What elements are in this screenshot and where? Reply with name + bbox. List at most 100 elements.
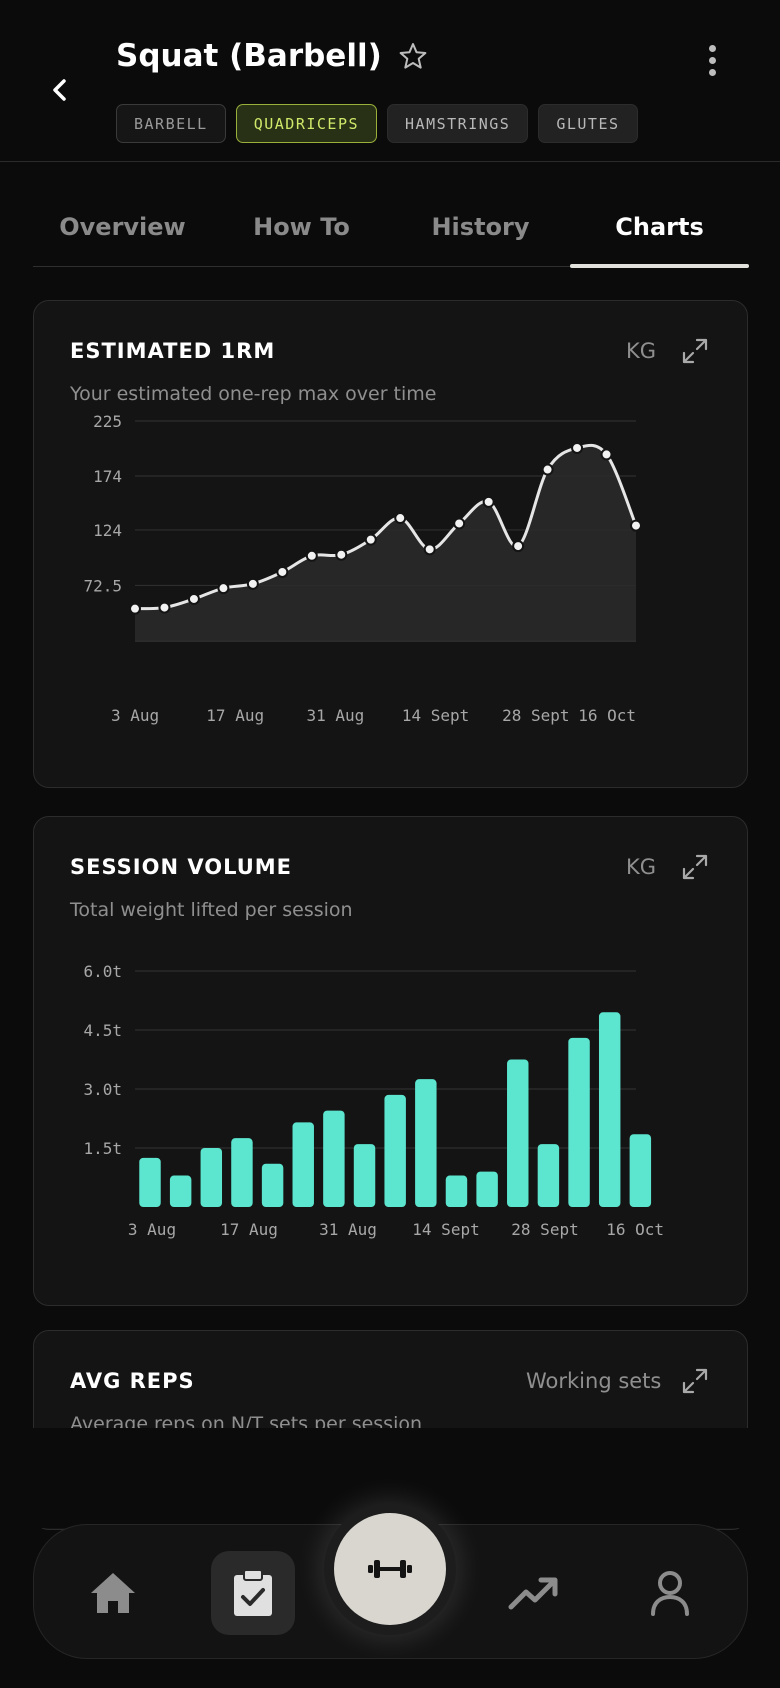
y-tick-label: 72.5 bbox=[83, 576, 122, 595]
y-tick-label: 3.0t bbox=[83, 1080, 122, 1099]
session-volume-card: SESSION VOLUME KG Total weight lifted pe… bbox=[33, 816, 748, 1306]
data-point[interactable] bbox=[394, 512, 407, 525]
x-tick-label: 3 Aug bbox=[128, 1220, 176, 1239]
x-tick-label: 16 Oct bbox=[606, 1220, 664, 1239]
volume-bar[interactable] bbox=[384, 1094, 406, 1207]
x-tick-label: 3 Aug bbox=[111, 706, 159, 725]
data-point[interactable] bbox=[158, 601, 171, 614]
x-tick-label: 17 Aug bbox=[206, 706, 264, 725]
expand-button[interactable] bbox=[680, 852, 710, 882]
y-tick-label: 174 bbox=[93, 467, 122, 486]
tab-overview[interactable]: Overview bbox=[59, 213, 186, 241]
data-point[interactable] bbox=[423, 543, 436, 556]
sets-filter[interactable]: Working sets bbox=[526, 1369, 662, 1393]
tab-bar: Overview How To History Charts bbox=[33, 195, 749, 268]
volume-bar[interactable] bbox=[169, 1175, 192, 1207]
y-tick-label: 124 bbox=[93, 521, 122, 540]
data-point[interactable] bbox=[571, 441, 584, 454]
tag-hamstrings: HAMSTRINGS bbox=[387, 104, 529, 143]
user-icon bbox=[651, 1571, 689, 1616]
volume-bar[interactable] bbox=[629, 1134, 652, 1207]
volume-bar[interactable] bbox=[507, 1059, 529, 1208]
favorite-button[interactable] bbox=[396, 39, 430, 73]
title-row: Squat (Barbell) bbox=[116, 38, 430, 74]
clipboard-check-icon bbox=[234, 1569, 272, 1616]
trending-up-icon bbox=[508, 1577, 558, 1610]
x-tick-label: 31 Aug bbox=[319, 1220, 377, 1239]
data-point[interactable] bbox=[335, 548, 348, 561]
x-tick-label: 28 Sept bbox=[502, 706, 569, 725]
data-point[interactable] bbox=[453, 517, 466, 530]
data-point[interactable] bbox=[630, 519, 642, 532]
x-tick-label: 28 Sept bbox=[511, 1220, 578, 1239]
volume-bar[interactable] bbox=[353, 1144, 376, 1207]
muscle-tags: BARBELL QUADRICEPS HAMSTRINGS GLUTES bbox=[116, 104, 638, 143]
home-icon bbox=[91, 1573, 135, 1613]
nav-workouts[interactable] bbox=[211, 1551, 295, 1635]
x-tick-label: 16 Oct bbox=[578, 706, 636, 725]
scroll-clip bbox=[0, 1428, 780, 1528]
card-title: SESSION VOLUME bbox=[70, 855, 292, 879]
estimated-1rm-chart: 225 174 124 72.5 3 Aug 17 Aug 31 Aug 14 Sept 28 … bbox=[83, 412, 642, 725]
more-vertical-icon bbox=[708, 44, 716, 52]
x-tick-label: 31 Aug bbox=[307, 706, 365, 725]
expand-button[interactable] bbox=[680, 1366, 710, 1396]
x-tick-label: 17 Aug bbox=[220, 1220, 278, 1239]
tag-glutes: GLUTES bbox=[538, 104, 638, 143]
dumbbell-icon bbox=[368, 1560, 412, 1578]
volume-bar[interactable] bbox=[261, 1163, 284, 1207]
unit-toggle[interactable]: KG bbox=[626, 339, 657, 363]
y-tick-label: 4.5t bbox=[83, 1021, 122, 1040]
data-point[interactable] bbox=[364, 533, 377, 546]
volume-bar[interactable] bbox=[323, 1110, 345, 1207]
data-point[interactable] bbox=[246, 577, 259, 590]
nav-progress[interactable] bbox=[491, 1551, 575, 1635]
data-point[interactable] bbox=[276, 565, 289, 578]
volume-bar[interactable] bbox=[292, 1122, 314, 1207]
data-point[interactable] bbox=[512, 540, 525, 553]
y-tick-label: 1.5t bbox=[83, 1139, 122, 1158]
nav-profile[interactable] bbox=[628, 1551, 712, 1635]
volume-bar[interactable] bbox=[568, 1037, 590, 1207]
nav-home[interactable] bbox=[71, 1551, 155, 1635]
data-point[interactable] bbox=[217, 582, 230, 595]
star-outline-icon bbox=[399, 43, 427, 69]
card-title: AVG REPS bbox=[70, 1369, 195, 1393]
card-subtitle: Total weight lifted per session bbox=[70, 899, 353, 921]
y-tick-label: 225 bbox=[93, 412, 122, 431]
more-options-button[interactable] bbox=[694, 40, 730, 80]
expand-icon bbox=[682, 1368, 708, 1394]
volume-bar[interactable] bbox=[231, 1138, 253, 1207]
tab-how-to[interactable]: How To bbox=[253, 213, 350, 241]
card-title: ESTIMATED 1RM bbox=[70, 339, 276, 363]
area-fill bbox=[135, 445, 636, 641]
back-button[interactable] bbox=[40, 70, 80, 110]
expand-icon bbox=[682, 338, 708, 364]
unit-toggle[interactable]: KG bbox=[626, 855, 657, 879]
y-tick-label: 6.0t bbox=[83, 962, 122, 981]
estimated-1rm-card: ESTIMATED 1RM KG Your estimated one-rep … bbox=[33, 300, 748, 788]
volume-bar[interactable] bbox=[415, 1079, 437, 1207]
data-point[interactable] bbox=[482, 495, 495, 508]
volume-bar[interactable] bbox=[537, 1144, 560, 1207]
tab-history[interactable]: History bbox=[431, 213, 530, 241]
exercise-title: Squat (Barbell) bbox=[116, 38, 382, 74]
tab-charts[interactable]: Charts bbox=[570, 195, 749, 268]
chevron-left-icon bbox=[53, 79, 66, 101]
volume-bar[interactable] bbox=[139, 1157, 161, 1207]
card-subtitle: Your estimated one-rep max over time bbox=[70, 383, 437, 405]
data-point[interactable] bbox=[187, 592, 200, 605]
tag-barbell: BARBELL bbox=[116, 104, 226, 143]
data-point[interactable] bbox=[305, 549, 318, 562]
data-point[interactable] bbox=[600, 448, 613, 461]
start-workout-button[interactable] bbox=[334, 1513, 446, 1625]
volume-bar[interactable] bbox=[445, 1175, 468, 1207]
volume-bar[interactable] bbox=[476, 1171, 498, 1207]
volume-bar[interactable] bbox=[598, 1012, 621, 1207]
data-point[interactable] bbox=[129, 602, 141, 615]
tag-quadriceps: QUADRICEPS bbox=[235, 104, 378, 143]
data-point[interactable] bbox=[541, 463, 554, 476]
expand-button[interactable] bbox=[680, 336, 710, 366]
session-volume-chart: 6.0t 4.5t 3.0t 1.5t 3 Aug 17 Aug 31 Aug 14 Sept… bbox=[83, 962, 664, 1239]
volume-bar[interactable] bbox=[200, 1148, 223, 1207]
